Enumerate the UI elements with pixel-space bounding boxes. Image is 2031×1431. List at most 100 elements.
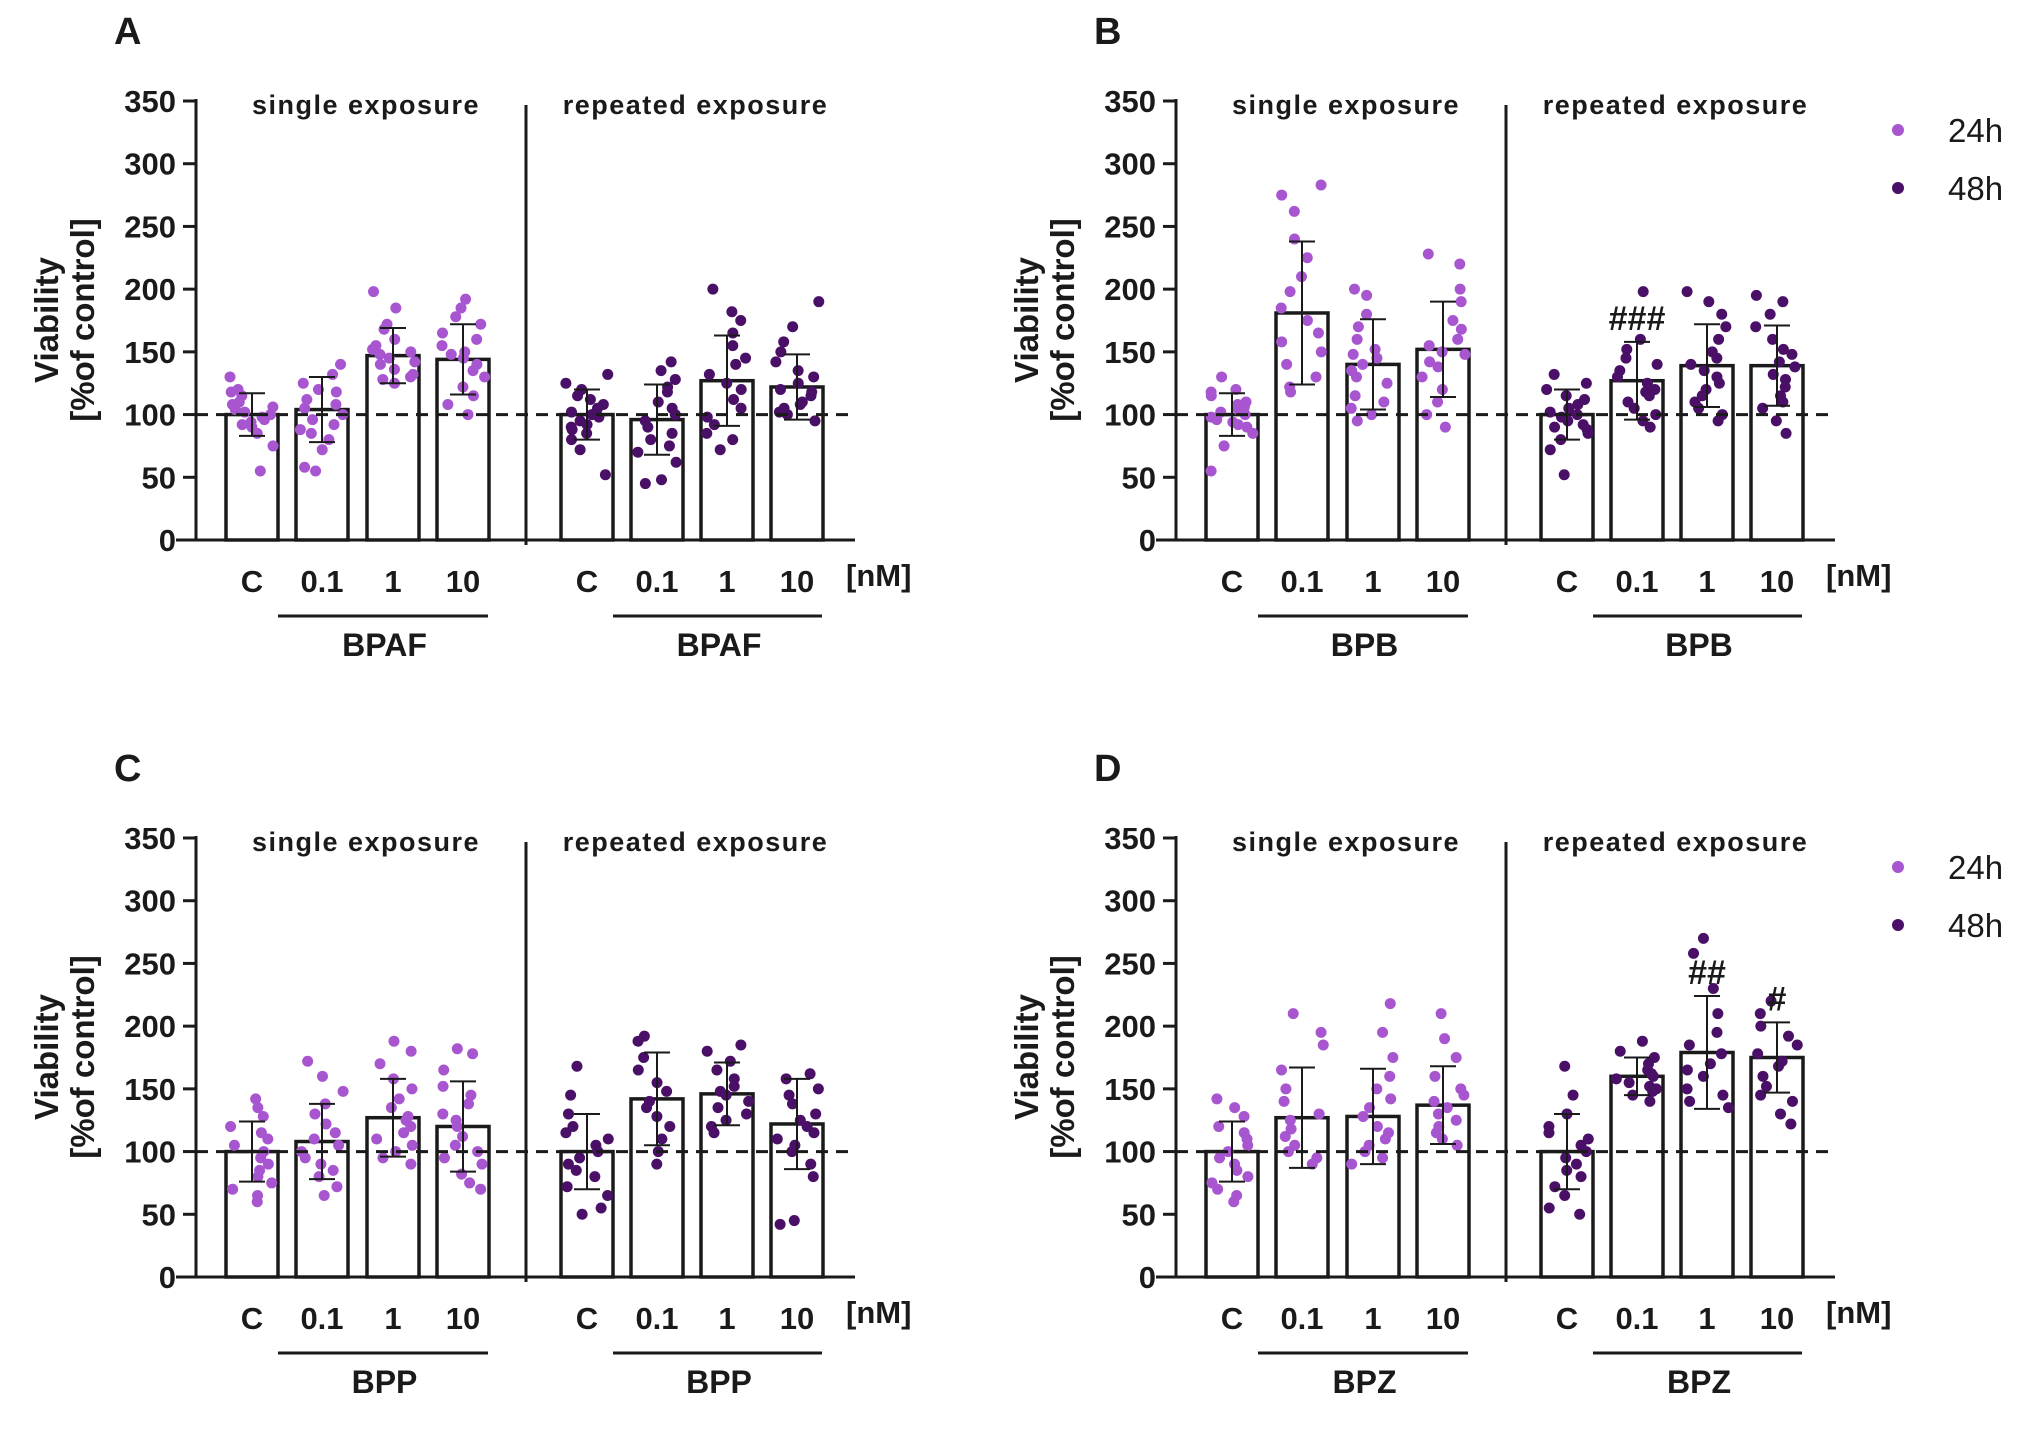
data-point <box>479 371 491 383</box>
data-point <box>655 365 667 377</box>
data-point <box>1541 383 1553 395</box>
data-point <box>661 386 673 398</box>
data-point <box>1435 1008 1447 1020</box>
data-point <box>1452 333 1464 345</box>
data-point <box>1779 381 1791 393</box>
data-point <box>1560 1152 1572 1164</box>
data-point <box>570 1164 582 1176</box>
x-tick-label: 1 <box>1698 1301 1715 1336</box>
x-tick-label: 1 <box>1364 1301 1381 1336</box>
x-tick-label: 0.1 <box>300 1301 343 1336</box>
data-point <box>328 419 340 431</box>
data-point <box>1620 352 1632 364</box>
data-point <box>560 1127 572 1139</box>
data-point <box>741 1108 753 1120</box>
data-point <box>1451 1139 1463 1151</box>
data-point <box>1698 365 1710 377</box>
data-point <box>599 469 611 481</box>
legend-label: 24h <box>1948 112 2003 149</box>
data-point <box>778 336 790 348</box>
data-point <box>735 402 747 414</box>
section-single: single exposure C 0.1 1 10 BPP <box>224 827 491 1400</box>
data-point <box>1641 377 1653 389</box>
data-point <box>1381 377 1393 389</box>
data-point <box>1582 427 1594 439</box>
data-point <box>1366 409 1378 421</box>
data-point <box>808 371 820 383</box>
data-point <box>393 1093 405 1105</box>
data-point <box>1428 1095 1440 1107</box>
y-axis-label-line1: Viability <box>28 993 65 1120</box>
data-point <box>1722 1102 1734 1114</box>
data-point <box>267 440 279 452</box>
x-unit-label: [nM] <box>846 558 911 593</box>
data-point <box>1345 402 1357 414</box>
data-point <box>1218 440 1230 452</box>
data-point <box>327 368 339 380</box>
data-point <box>707 283 719 295</box>
data-point <box>1713 377 1725 389</box>
data-point <box>471 333 483 345</box>
data-point <box>1773 356 1785 368</box>
data-point <box>227 1183 239 1195</box>
y-tick-label: 50 <box>142 460 176 495</box>
data-point <box>299 1152 311 1164</box>
data-point <box>318 1189 330 1201</box>
data-point <box>1301 315 1313 326</box>
data-point <box>1752 1048 1764 1060</box>
bar <box>294 1139 350 1279</box>
data-point <box>1278 1095 1290 1107</box>
x-tick-label: 10 <box>446 1301 480 1336</box>
data-point <box>1315 179 1327 191</box>
data-point <box>1287 1008 1299 1020</box>
significance-marker: ### <box>1609 300 1666 338</box>
data-point <box>337 1085 349 1097</box>
y-axis-label-line2: [%of control] <box>1044 955 1081 1158</box>
data-point <box>1205 465 1217 477</box>
data-point <box>1357 1110 1369 1122</box>
x-tick-label: 0.1 <box>1280 564 1323 599</box>
data-point <box>1757 1070 1769 1082</box>
data-point <box>1454 258 1466 270</box>
group-label: BPP <box>352 1364 418 1400</box>
data-point <box>374 1058 386 1070</box>
y-tick-label: 0 <box>159 523 176 558</box>
data-point <box>787 1098 799 1110</box>
panel-letter: A <box>114 11 141 53</box>
significance-marker: # <box>1768 980 1787 1018</box>
data-point <box>252 1102 264 1114</box>
data-point <box>1450 1052 1462 1063</box>
y-tick-label: 250 <box>124 946 176 981</box>
data-point <box>735 1039 747 1051</box>
section-repeated: repeated exposure C 0.1 1 10 BPP <box>559 827 827 1400</box>
data-point <box>1346 1158 1358 1170</box>
data-point <box>1789 361 1801 373</box>
group-label: BPAF <box>677 627 762 663</box>
data-point <box>1212 1183 1224 1195</box>
data-point <box>1637 415 1649 427</box>
data-point <box>574 1152 586 1164</box>
section-title: repeated exposure <box>563 90 829 120</box>
data-point <box>1454 283 1466 295</box>
x-tick-label: 10 <box>1760 564 1794 599</box>
data-point <box>1785 1118 1797 1130</box>
data-point <box>451 1043 463 1055</box>
data-point <box>1317 1039 1329 1051</box>
chart-panel-b: B 0 50 100 150 200 250 300 350 Viability [%of cont… <box>1008 11 1891 663</box>
data-point <box>1247 427 1259 439</box>
data-point <box>1570 1158 1582 1170</box>
data-point <box>1459 348 1471 360</box>
x-tick-label: 10 <box>1426 1301 1460 1336</box>
y-tick-label: 350 <box>124 84 176 119</box>
data-point <box>813 296 825 308</box>
data-point <box>442 399 454 411</box>
data-point <box>257 1110 269 1122</box>
data-point <box>788 1215 800 1227</box>
data-point <box>1582 1133 1594 1145</box>
data-point <box>327 1164 339 1176</box>
data-point <box>565 406 577 418</box>
data-point <box>792 377 804 389</box>
data-point <box>335 358 347 370</box>
data-point <box>1563 402 1575 414</box>
data-point <box>1279 1131 1291 1143</box>
